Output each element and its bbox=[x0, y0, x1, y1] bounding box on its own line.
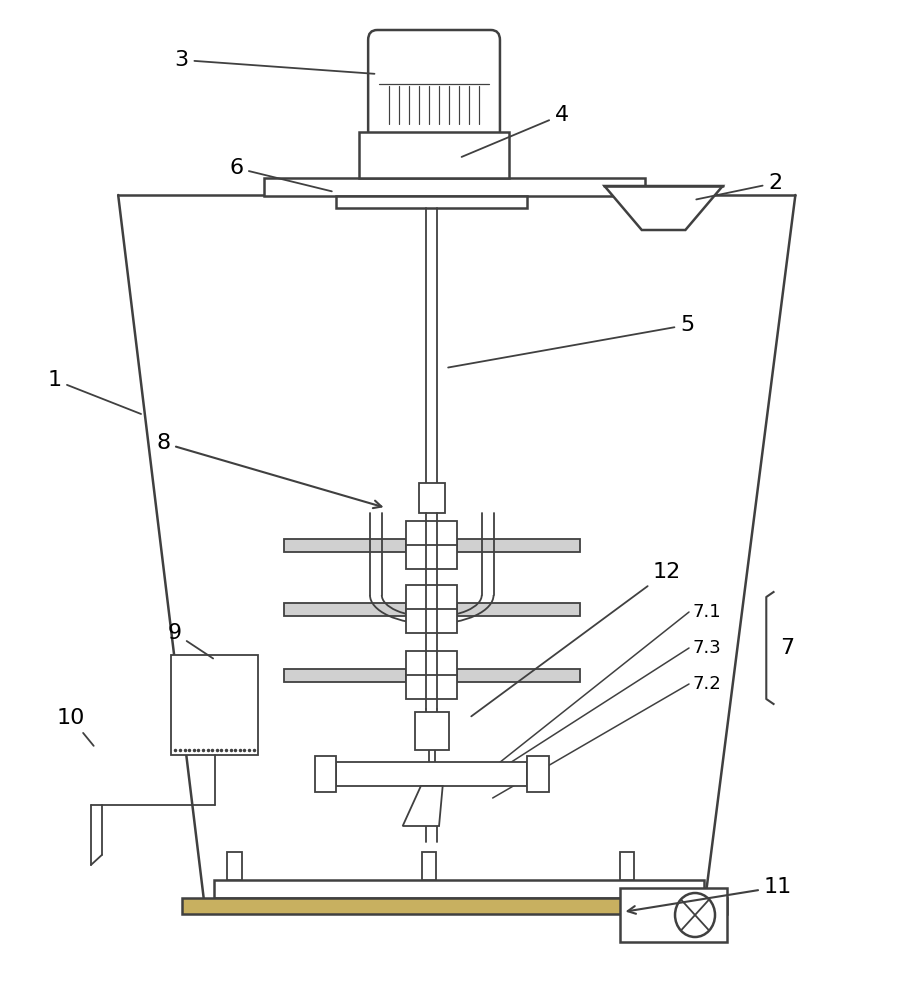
Bar bbox=[284, 539, 406, 552]
Text: 7.2: 7.2 bbox=[693, 675, 722, 693]
Text: 11: 11 bbox=[628, 877, 792, 914]
Text: 10: 10 bbox=[56, 708, 94, 746]
Bar bbox=[315, 756, 336, 792]
Bar bbox=[171, 655, 258, 755]
Text: 4: 4 bbox=[462, 105, 569, 157]
Polygon shape bbox=[403, 786, 443, 826]
Bar bbox=[264, 178, 645, 196]
Bar bbox=[457, 539, 580, 552]
Bar bbox=[406, 651, 457, 699]
Bar bbox=[457, 602, 580, 615]
Bar bbox=[415, 712, 449, 750]
Bar bbox=[422, 852, 436, 880]
Bar bbox=[284, 602, 406, 615]
Text: 3: 3 bbox=[175, 50, 375, 74]
Bar bbox=[620, 888, 727, 942]
Bar bbox=[620, 852, 634, 880]
Bar bbox=[336, 196, 527, 208]
Text: 6: 6 bbox=[229, 158, 332, 191]
Text: 12: 12 bbox=[471, 562, 681, 716]
Bar bbox=[527, 756, 549, 792]
Text: 5: 5 bbox=[448, 315, 694, 368]
Text: 7: 7 bbox=[780, 638, 794, 658]
Bar bbox=[336, 762, 527, 786]
Bar bbox=[457, 669, 580, 682]
Polygon shape bbox=[604, 186, 723, 230]
Bar bbox=[406, 585, 457, 633]
Text: 1: 1 bbox=[47, 370, 141, 414]
FancyBboxPatch shape bbox=[368, 30, 500, 142]
Text: 8: 8 bbox=[156, 433, 382, 508]
Text: 7.3: 7.3 bbox=[693, 639, 722, 657]
Text: 9: 9 bbox=[167, 623, 213, 658]
Bar bbox=[214, 880, 704, 898]
Bar bbox=[406, 521, 457, 569]
Text: 2: 2 bbox=[696, 173, 783, 199]
Bar bbox=[419, 483, 445, 513]
Bar bbox=[284, 669, 406, 682]
Bar bbox=[359, 132, 509, 178]
Bar bbox=[182, 898, 727, 914]
Bar bbox=[227, 852, 242, 880]
Text: 7.1: 7.1 bbox=[693, 603, 721, 621]
